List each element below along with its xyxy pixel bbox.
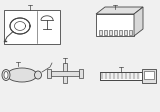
Ellipse shape [7,68,37,82]
Bar [119,73,121,79]
Bar [144,71,154,79]
Bar [111,73,113,79]
Ellipse shape [2,70,10,81]
Bar [105,73,107,79]
Polygon shape [10,18,30,34]
Polygon shape [96,7,143,14]
Bar [135,73,137,79]
Bar [129,30,132,35]
Bar [114,30,117,35]
Bar [123,73,125,79]
Bar [99,30,102,35]
Bar [96,14,134,36]
Bar [139,73,141,79]
Bar [100,72,142,80]
Bar [119,30,122,35]
Polygon shape [134,7,143,36]
Bar [79,69,83,78]
Ellipse shape [35,71,41,79]
Bar [109,73,111,79]
Bar [124,30,127,35]
Bar [51,71,79,76]
Bar [115,73,117,79]
Bar [142,69,156,83]
Bar [4,10,60,44]
Bar [47,69,51,78]
Bar [129,73,131,79]
Bar [121,73,123,79]
Bar [131,73,133,79]
Ellipse shape [4,71,8,79]
Bar [133,73,135,79]
Bar [113,73,115,79]
Bar [125,73,127,79]
Bar [127,73,129,79]
Bar [100,72,142,80]
Bar [63,63,67,83]
Bar [117,73,119,79]
Bar [104,30,107,35]
Bar [101,73,103,79]
Bar [103,73,105,79]
Bar [137,73,139,79]
Bar [109,30,112,35]
Bar [107,73,109,79]
